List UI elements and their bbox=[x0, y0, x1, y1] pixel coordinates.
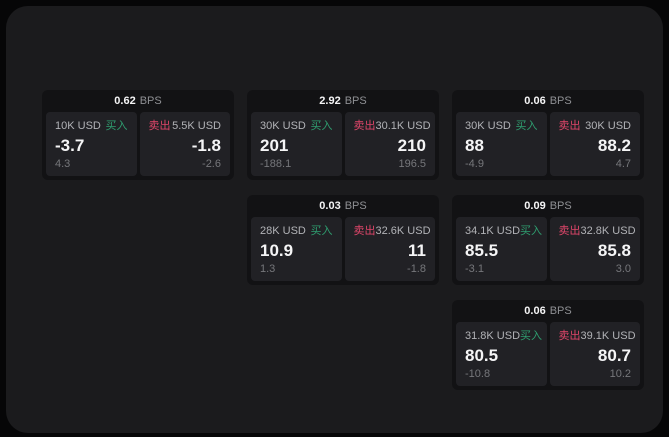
sell-tag: 卖出 bbox=[353, 120, 376, 132]
bps-value: 0.62 bbox=[114, 95, 136, 107]
buy-amount: 30K USD bbox=[260, 120, 306, 132]
sell-amount: 30K USD bbox=[585, 120, 631, 132]
bps-value: 0.06 bbox=[524, 305, 546, 317]
buy-sub-value: -3.1 bbox=[465, 263, 484, 275]
sell-sub-value: -2.6 bbox=[202, 158, 221, 170]
buy-panel[interactable]: 30K USD 买入 201 -188.1 bbox=[251, 112, 342, 176]
quote-card-body: 30K USD 买入 88 -4.9 卖出 30K USD 88.2 4.7 bbox=[452, 112, 644, 180]
buy-price: -3.7 bbox=[55, 136, 85, 155]
buy-sub-value: -10.8 bbox=[465, 368, 491, 380]
bps-unit-label: BPS bbox=[549, 95, 572, 107]
sell-price: 11 bbox=[408, 241, 426, 260]
buy-tag: 买入 bbox=[310, 225, 333, 237]
buy-price: 85.5 bbox=[465, 241, 499, 260]
buy-amount: 28K USD bbox=[260, 225, 306, 237]
sell-tag: 卖出 bbox=[148, 120, 171, 132]
sell-tag: 卖出 bbox=[558, 330, 581, 342]
quote-card: 0.03 BPS 28K USD 买入 10.9 1.3 卖出 bbox=[247, 195, 439, 285]
sell-amount: 5.5K USD bbox=[172, 120, 221, 132]
bps-value: 0.06 bbox=[524, 95, 546, 107]
quote-card-body: 30K USD 买入 201 -188.1 卖出 30.1K USD 210 1… bbox=[247, 112, 439, 180]
sell-sub-value: 4.7 bbox=[615, 158, 631, 170]
bps-unit-label: BPS bbox=[344, 95, 367, 107]
quote-card-body: 34.1K USD 买入 85.5 -3.1 卖出 32.8K USD 85.8… bbox=[452, 217, 644, 285]
buy-panel[interactable]: 28K USD 买入 10.9 1.3 bbox=[251, 217, 342, 281]
quote-card: 0.06 BPS 31.8K USD 买入 80.5 -10.8 卖 bbox=[452, 300, 644, 390]
buy-panel[interactable]: 10K USD 买入 -3.7 4.3 bbox=[46, 112, 137, 176]
buy-tag: 买入 bbox=[515, 120, 538, 132]
bps-value: 0.03 bbox=[319, 200, 341, 212]
buy-panel[interactable]: 30K USD 买入 88 -4.9 bbox=[456, 112, 547, 176]
sell-sub-value: 10.2 bbox=[609, 368, 631, 380]
buy-price: 10.9 bbox=[260, 241, 294, 260]
quote-card: 0.09 BPS 34.1K USD 买入 85.5 -3.1 卖出 bbox=[452, 195, 644, 285]
bps-header: 0.03 BPS bbox=[247, 195, 439, 217]
quote-cards-grid: 0.62 BPS 10K USD 买入 -3.7 4.3 卖出 bbox=[42, 90, 644, 390]
bps-unit-label: BPS bbox=[549, 305, 572, 317]
sell-price: -1.8 bbox=[191, 136, 221, 155]
buy-sub-value: -4.9 bbox=[465, 158, 484, 170]
sell-price: 210 bbox=[397, 136, 426, 155]
sell-sub-value: -1.8 bbox=[407, 263, 426, 275]
buy-amount: 34.1K USD bbox=[465, 225, 521, 237]
buy-tag: 买入 bbox=[520, 330, 543, 342]
quotes-panel-surface: 0.62 BPS 10K USD 买入 -3.7 4.3 卖出 bbox=[6, 6, 663, 433]
quote-card: 2.92 BPS 30K USD 买入 201 -188.1 卖出 bbox=[247, 90, 439, 180]
sell-panel[interactable]: 卖出 5.5K USD -1.8 -2.6 bbox=[139, 112, 230, 176]
sell-tag: 卖出 bbox=[353, 225, 376, 237]
bps-header: 0.09 BPS bbox=[452, 195, 644, 217]
bps-unit-label: BPS bbox=[139, 95, 162, 107]
buy-panel[interactable]: 34.1K USD 买入 85.5 -3.1 bbox=[456, 217, 547, 281]
quote-card-body: 31.8K USD 买入 80.5 -10.8 卖出 39.1K USD 80.… bbox=[452, 322, 644, 390]
buy-price: 80.5 bbox=[465, 346, 499, 365]
sell-tag: 卖出 bbox=[558, 120, 581, 132]
bps-unit-label: BPS bbox=[549, 200, 572, 212]
buy-price: 201 bbox=[260, 136, 289, 155]
sell-amount: 39.1K USD bbox=[580, 330, 636, 342]
bps-value: 0.09 bbox=[524, 200, 546, 212]
buy-panel[interactable]: 31.8K USD 买入 80.5 -10.8 bbox=[456, 322, 547, 386]
quote-card-body: 28K USD 买入 10.9 1.3 卖出 32.6K USD 11 -1.8 bbox=[247, 217, 439, 285]
bps-value: 2.92 bbox=[319, 95, 341, 107]
sell-sub-value: 196.5 bbox=[398, 158, 426, 170]
buy-amount: 30K USD bbox=[465, 120, 511, 132]
sell-panel[interactable]: 卖出 30K USD 88.2 4.7 bbox=[549, 112, 640, 176]
sell-price: 80.7 bbox=[597, 346, 631, 365]
quote-card: 0.06 BPS 30K USD 买入 88 -4.9 卖出 bbox=[452, 90, 644, 180]
sell-amount: 32.8K USD bbox=[580, 225, 636, 237]
buy-tag: 买入 bbox=[310, 120, 333, 132]
bps-header: 0.62 BPS bbox=[42, 90, 234, 112]
sell-panel[interactable]: 卖出 32.6K USD 11 -1.8 bbox=[344, 217, 435, 281]
buy-tag: 买入 bbox=[105, 120, 128, 132]
bps-header: 2.92 BPS bbox=[247, 90, 439, 112]
sell-panel[interactable]: 卖出 30.1K USD 210 196.5 bbox=[344, 112, 435, 176]
buy-amount: 31.8K USD bbox=[465, 330, 521, 342]
sell-tag: 卖出 bbox=[558, 225, 581, 237]
buy-sub-value: -188.1 bbox=[260, 158, 292, 170]
bps-header: 0.06 BPS bbox=[452, 300, 644, 322]
buy-tag: 买入 bbox=[520, 225, 543, 237]
buy-amount: 10K USD bbox=[55, 120, 101, 132]
bps-unit-label: BPS bbox=[344, 200, 367, 212]
sell-price: 88.2 bbox=[597, 136, 631, 155]
buy-price: 88 bbox=[465, 136, 484, 155]
buy-sub-value: 1.3 bbox=[260, 263, 276, 275]
quote-card: 0.62 BPS 10K USD 买入 -3.7 4.3 卖出 bbox=[42, 90, 234, 180]
bps-header: 0.06 BPS bbox=[452, 90, 644, 112]
quote-card-body: 10K USD 买入 -3.7 4.3 卖出 5.5K USD -1.8 -2.… bbox=[42, 112, 234, 180]
sell-amount: 32.6K USD bbox=[375, 225, 431, 237]
buy-sub-value: 4.3 bbox=[55, 158, 71, 170]
sell-amount: 30.1K USD bbox=[375, 120, 431, 132]
sell-panel[interactable]: 卖出 39.1K USD 80.7 10.2 bbox=[549, 322, 640, 386]
sell-panel[interactable]: 卖出 32.8K USD 85.8 3.0 bbox=[549, 217, 640, 281]
sell-sub-value: 3.0 bbox=[615, 263, 631, 275]
sell-price: 85.8 bbox=[597, 241, 631, 260]
